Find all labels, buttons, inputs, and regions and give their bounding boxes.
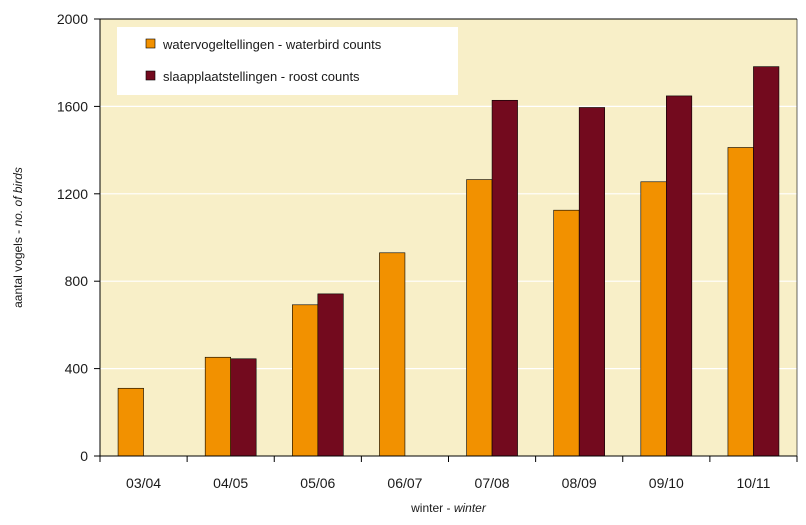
- bar-waterbird-03-04: [117, 387, 144, 457]
- y-tick-label: 400: [65, 361, 89, 377]
- x-tick-label: 08/09: [562, 475, 597, 491]
- x-tick-label: 05/06: [300, 475, 335, 491]
- bar-waterbird-08-09: [553, 209, 580, 457]
- x-tick-label: 10/11: [736, 475, 770, 491]
- bar-roost-08-09: [578, 107, 605, 457]
- y-tick-label: 1200: [57, 186, 88, 202]
- bar-waterbird-09-10: [640, 181, 667, 457]
- bar-roost-04-05: [230, 358, 257, 457]
- legend-label-roost: slaapplaatstellingen - roost counts: [163, 69, 360, 84]
- legend: watervogeltellingen - waterbird counts s…: [117, 27, 458, 95]
- x-tick-label: 06/07: [387, 475, 422, 491]
- y-tick-label: 0: [80, 448, 88, 464]
- bar-roost-10-11: [753, 66, 780, 457]
- x-tick-label: 07/08: [475, 475, 510, 491]
- bars: [117, 66, 780, 457]
- y-axis-label-main: aantal vogels -: [11, 226, 25, 307]
- y-tick-label: 800: [65, 273, 89, 289]
- y-tick-labels: 0 400 800 1200 1600 2000: [57, 11, 100, 464]
- bar-waterbird-05-06: [292, 304, 319, 457]
- legend-box: [117, 27, 458, 95]
- legend-swatch-waterbird: [145, 38, 156, 49]
- x-tick-label: 04/05: [213, 475, 248, 491]
- y-axis-label: aantal vogels - no. of birds: [11, 167, 25, 308]
- x-tick-label: 09/10: [649, 475, 684, 491]
- bar-roost-07-08: [491, 99, 518, 457]
- x-tick-label: 03/04: [126, 475, 161, 491]
- x-axis-label-italic: winter: [454, 501, 487, 515]
- legend-label-waterbird: watervogeltellingen - waterbird counts: [162, 37, 382, 52]
- bar-waterbird-07-08: [466, 179, 493, 457]
- x-tick-labels: 03/04 04/05 05/06 06/07 07/08 08/09 09/10 10/11: [99, 456, 798, 491]
- y-axis-label-italic: no. of birds: [11, 167, 25, 226]
- bar-waterbird-04-05: [204, 356, 231, 457]
- bar-waterbird-06-07: [379, 252, 406, 457]
- bar-roost-09-10: [666, 95, 693, 457]
- legend-swatch-roost: [145, 70, 156, 81]
- x-axis-label-main: winter -: [410, 501, 454, 515]
- axes: [94, 18, 798, 457]
- y-tick-label: 1600: [57, 98, 88, 114]
- bar-roost-05-06: [317, 293, 344, 457]
- x-axis-label: winter - winter: [410, 501, 487, 515]
- bar-waterbird-10-11: [727, 147, 754, 457]
- y-tick-label: 2000: [57, 11, 88, 27]
